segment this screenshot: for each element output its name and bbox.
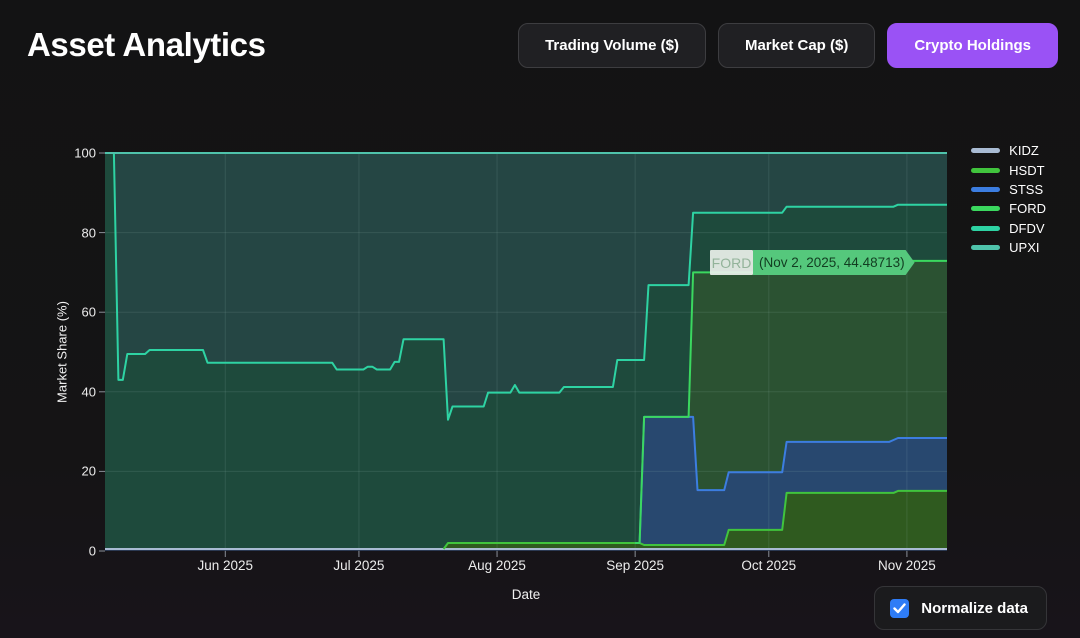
- normalize-checkbox[interactable]: [890, 598, 910, 618]
- legend-label: KIDZ: [1009, 143, 1039, 159]
- y-tick-label: 60: [81, 304, 96, 320]
- x-tick-label: Jul 2025: [333, 558, 385, 573]
- check-icon: [893, 602, 906, 613]
- legend-label: DFDV: [1009, 220, 1045, 236]
- y-tick-label: 100: [74, 145, 96, 161]
- x-tick-label: Aug 2025: [468, 558, 526, 573]
- y-tick-label: 80: [81, 225, 96, 241]
- x-tick-label: Jun 2025: [197, 558, 254, 573]
- legend-item-UPXI[interactable]: UPXI: [971, 238, 1046, 257]
- trading-volume-button[interactable]: Trading Volume ($): [518, 23, 706, 68]
- normalize-panel: Normalize data: [874, 586, 1047, 630]
- tooltip-series-chip: FORD: [710, 250, 753, 275]
- legend-item-HSDT[interactable]: HSDT: [971, 160, 1046, 179]
- legend-swatch-icon: [971, 206, 1001, 212]
- legend-swatch-icon: [971, 167, 1001, 173]
- area-HSDT: [105, 490, 947, 549]
- tooltip-series-name: FORD: [711, 254, 752, 271]
- area-FORD: [105, 260, 947, 549]
- line-HSDT: [442, 489, 947, 550]
- crypto-holdings-button[interactable]: Crypto Holdings: [887, 23, 1058, 68]
- market-cap-button[interactable]: Market Cap ($): [717, 23, 876, 68]
- normalize-label: Normalize data: [921, 599, 1028, 617]
- y-tick-label: 40: [81, 384, 96, 400]
- legend-label: UPXI: [1009, 240, 1040, 256]
- legend-item-DFDV[interactable]: DFDV: [971, 219, 1046, 238]
- legend-label: HSDT: [1009, 162, 1045, 178]
- legend-item-KIDZ[interactable]: KIDZ: [971, 141, 1046, 160]
- line-DFDV: [105, 152, 947, 421]
- legend-swatch-icon: [971, 148, 1001, 154]
- page-title: Asset Analytics: [27, 26, 266, 63]
- toolbar: Trading Volume ($) Market Cap ($) Crypto…: [518, 23, 1058, 68]
- legend-swatch-icon: [971, 245, 1001, 251]
- legend-label: FORD: [1009, 201, 1046, 217]
- x-tick-label: Sep 2025: [606, 558, 665, 573]
- legend-item-STSS[interactable]: STSS: [971, 180, 1046, 199]
- tooltip-value-text: (Nov 2, 2025, 44.48713): [759, 255, 905, 270]
- legend-swatch-icon: [971, 186, 1001, 192]
- y-axis-title: Market Share (%): [54, 301, 70, 403]
- x-tick-label: Nov 2025: [877, 558, 936, 573]
- area-STSS: [105, 416, 947, 549]
- legend-label: STSS: [1009, 181, 1044, 197]
- chart-legend: KIDZ HSDT STSS FORD DFDV UPXI: [971, 141, 1046, 257]
- legend-item-FORD[interactable]: FORD: [971, 199, 1046, 218]
- area-UPXI: [105, 153, 947, 420]
- y-tick-label: 20: [81, 463, 96, 479]
- x-axis-title: Date: [511, 587, 541, 602]
- legend-swatch-icon: [971, 225, 1001, 231]
- x-tick-label: Oct 2025: [741, 558, 797, 573]
- tooltip-value-box: (Nov 2, 2025, 44.48713): [753, 250, 915, 275]
- y-tick-label: 0: [88, 543, 96, 559]
